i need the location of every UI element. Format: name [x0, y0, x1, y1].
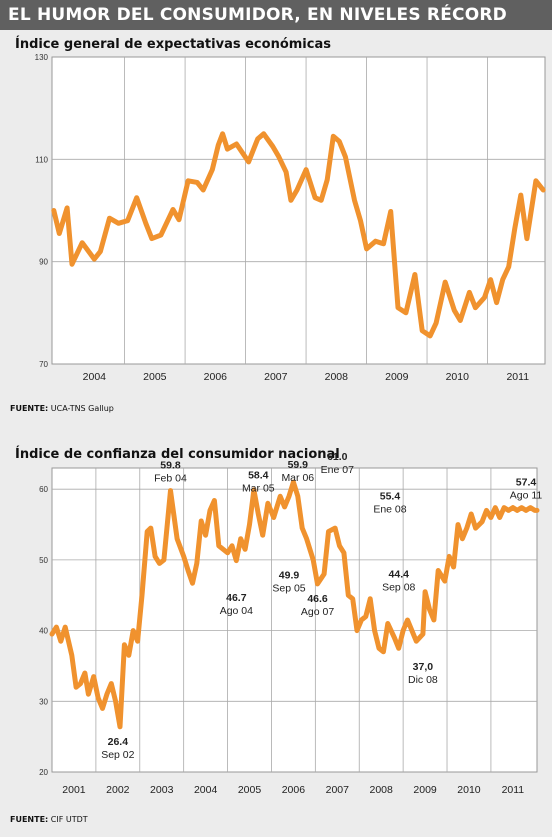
chart1-xtick-label: 2004 [83, 371, 107, 383]
chart2-xtick-label: 2008 [370, 784, 394, 796]
chart2-annotation-label: Ago 04 [220, 605, 253, 617]
chart1-title: Índice general de expectativas económica… [15, 37, 331, 52]
chart2-xtick-label: 2009 [413, 784, 437, 796]
chart2-annotation-label: Feb 04 [154, 473, 187, 485]
chart1-ytick-label: 110 [35, 155, 48, 164]
chart1-xtick-label: 2005 [143, 371, 167, 383]
chart2-annotation-label: Ene 08 [373, 504, 406, 516]
chart2-source-text: CIF UTDT [50, 815, 88, 824]
chart2-annotation-label: Mar 06 [281, 472, 314, 484]
chart1-xtick-label: 2006 [204, 371, 228, 383]
chart1-ytick-label: 90 [39, 258, 48, 267]
chart2-annotation-value: 59.8 [160, 460, 181, 472]
chart2-annotation-label: Ene 07 [321, 464, 354, 476]
chart1-source-label: FUENTE: [10, 404, 49, 413]
chart2-annotation-value: 59.9 [288, 459, 309, 471]
chart2-title: Índice de confianza del consumidor nacio… [15, 447, 340, 462]
chart1-xtick-label: 2010 [446, 371, 470, 383]
chart1-xtick-label: 2009 [385, 371, 409, 383]
chart2-annotation-value: 44.4 [389, 568, 410, 580]
page-title: EL HUMOR DEL CONSUMIDOR, EN NIVELES RÉCO… [8, 5, 507, 25]
chart2-ytick-label: 40 [39, 627, 48, 636]
chart2-annotation-label: Sep 02 [101, 749, 134, 761]
chart1-series-line [51, 131, 546, 339]
chart2-xtick-label: 2011 [502, 784, 525, 796]
chart2-ytick-label: 60 [39, 485, 48, 494]
chart2-annotation-value: 55.4 [380, 491, 401, 503]
chart1-xtick-label: 2008 [325, 371, 349, 383]
chart2-annotation-value: 58.4 [248, 470, 269, 482]
chart1-source: FUENTE: UCA-TNS Gallup [10, 404, 114, 413]
chart1-ytick-label: 70 [39, 360, 48, 369]
chart2-annotation-value: 26.4 [108, 736, 129, 748]
chart2-annotation-label: Sep 05 [272, 583, 305, 595]
chart1-plot-area [51, 56, 546, 365]
chart1-ytick-label: 130 [35, 53, 49, 62]
chart2-ytick-label: 30 [39, 697, 48, 706]
chart2-xtick-label: 2004 [194, 784, 218, 796]
chart2-annotation-value: 37,0 [413, 661, 434, 673]
chart2-series-line [49, 479, 540, 730]
chart2-plot-area [51, 467, 538, 773]
chart2-xtick-label: 2003 [150, 784, 174, 796]
chart2-annotation-label: Ago 07 [301, 606, 334, 618]
chart2-annotation-value: 49.9 [279, 570, 300, 582]
chart2-source-label: FUENTE: [10, 815, 49, 824]
chart1-source-text: UCA-TNS Gallup [50, 404, 114, 413]
chart2-xtick-label: 2010 [457, 784, 481, 796]
chart2-annotation-label: Mar 05 [242, 483, 275, 495]
chart2-xtick-label: 2001 [62, 784, 86, 796]
chart2-xtick-label: 2002 [106, 784, 130, 796]
chart1-xtick-label: 2011 [506, 371, 529, 383]
chart1-xtick-label: 2007 [264, 371, 288, 383]
chart2-xtick-label: 2006 [282, 784, 306, 796]
chart2-annotation-label: Sep 08 [382, 581, 415, 593]
chart2-ytick-label: 50 [39, 556, 48, 565]
chart2-xtick-label: 2005 [238, 784, 262, 796]
chart2-xtick-label: 2007 [326, 784, 350, 796]
chart2-source: FUENTE: CIF UTDT [10, 815, 88, 824]
chart2-ytick-label: 20 [39, 768, 48, 777]
chart2-annotation-value: 57.4 [516, 477, 537, 489]
chart2-annotation-value: 61.0 [327, 451, 348, 463]
chart2-annotation-value: 46.7 [226, 592, 247, 604]
chart2-annotation-value: 46.6 [307, 593, 328, 605]
page-header: EL HUMOR DEL CONSUMIDOR, EN NIVELES RÉCO… [0, 0, 552, 30]
chart2-annotation-label: Dic 08 [408, 674, 438, 686]
chart2-annotation-label: Ago 11 [510, 490, 543, 502]
